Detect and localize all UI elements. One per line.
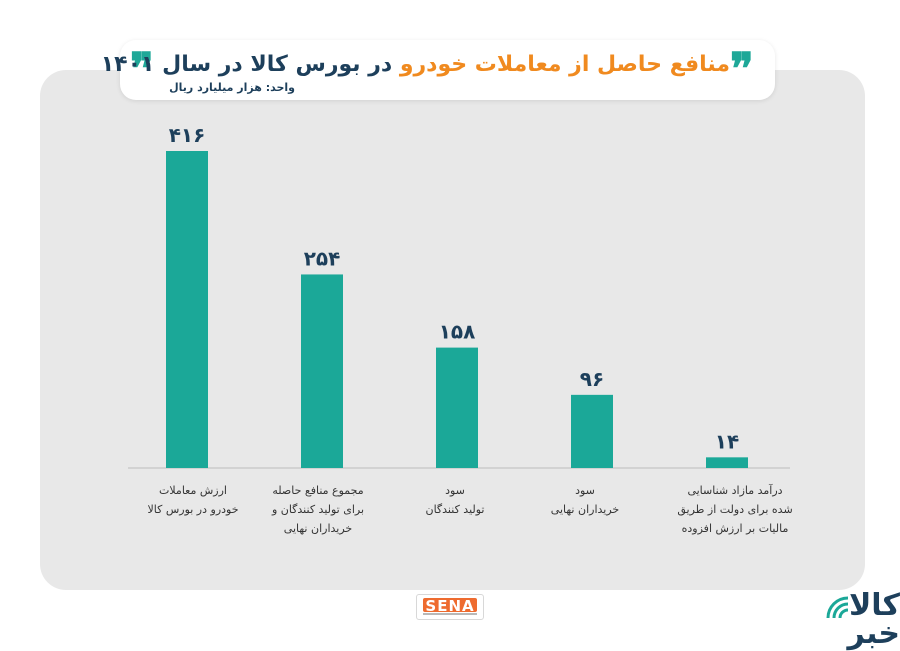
bar-3	[436, 347, 478, 468]
bar-value-label-3: ۱۵۸	[439, 320, 476, 344]
chart-title-highlight: منافع حاصل از معاملات خودرو	[399, 52, 730, 77]
bar-4	[571, 394, 613, 468]
bar-5	[706, 457, 748, 468]
category-label-1: ارزش معاملات خودرو در بورس کالا	[147, 484, 239, 516]
chart-title: منافع حاصل از معاملات خودرو در بورس کالا…	[101, 52, 730, 77]
sena-logo-underline	[423, 613, 477, 615]
chart-title-rest: در بورس کالا در سال ۱۴۰۱	[100, 52, 393, 77]
sena-logo-bg	[423, 598, 477, 612]
quote-mark-left-icon: ❞	[130, 44, 154, 95]
category-label-5: درآمد مازاد شناسایی شده برای دولت از طری…	[677, 484, 793, 535]
bar-2	[301, 274, 343, 468]
title-box	[120, 40, 775, 100]
category-label-4: سود خریداران نهایی	[550, 484, 620, 516]
bar-1	[166, 151, 208, 468]
bar-value-label-1: ۴۱۶	[169, 123, 206, 147]
kala-khabar-logo-text: کالا خبر	[847, 588, 900, 651]
bar-value-label-4: ۹۶	[580, 367, 604, 391]
kala-khabar-logo-icon	[826, 596, 849, 619]
category-label-2: مجموع منافع حاصله برای تولید کنندگان و خ…	[271, 484, 365, 535]
bar-value-label-2: ۲۵۴	[304, 246, 341, 270]
bar-value-label-5: ۱۴	[715, 429, 739, 453]
sena-logo-text: SENA	[425, 597, 475, 615]
unit-label: واحد: هزار میلیارد ریال	[169, 81, 295, 94]
bar-chart: ۴۱۶ ۲۵۴ ۱۵۸ ۹۶ ۱۴	[128, 123, 790, 469]
sena-logo: SENA	[416, 594, 484, 620]
category-label-3: سود تولید کنندگان	[425, 484, 485, 516]
quote-mark-right-icon: ❞	[730, 44, 754, 95]
